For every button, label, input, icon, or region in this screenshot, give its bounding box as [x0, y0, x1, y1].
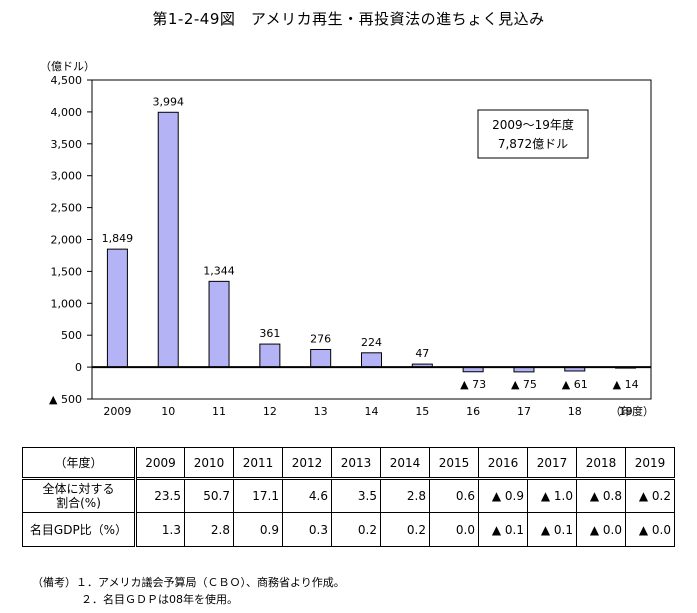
x-tick-label: 14 — [365, 405, 379, 418]
y-tick-label: ▲ 500 — [49, 393, 82, 406]
bar — [208, 280, 230, 368]
table-cell: 0.2 — [331, 512, 381, 547]
table-cell: ▲ 0.8 — [576, 477, 626, 513]
table-year: 2010 — [184, 447, 234, 479]
row-label-gdp: 名目GDP比（%） — [22, 512, 137, 547]
table-cell: 2.8 — [184, 512, 234, 547]
value-label: 1,344 — [203, 264, 235, 277]
note-line-2: ２．名目ＧＤＰは08年を使用。 — [81, 593, 238, 606]
table-cell: 17.1 — [233, 477, 283, 513]
annotation-line-1: 2009～19年度 — [492, 117, 574, 132]
y-tick-label: 4,500 — [51, 74, 83, 87]
table-cell: 0.3 — [282, 512, 332, 547]
table-header-row: （年度） 2009 2010 2011 2012 2013 2014 2015 … — [22, 447, 675, 479]
value-label: 1,849 — [102, 232, 134, 245]
y-tick-label: 3,500 — [51, 138, 83, 151]
table-cell: 1.3 — [135, 512, 185, 547]
x-axis-label: （年度） — [610, 404, 654, 418]
table-cell: 50.7 — [184, 477, 234, 513]
total-annotation-box: 2009～19年度 7,872億ドル — [477, 109, 589, 159]
table-cell: ▲ 0.0 — [625, 512, 675, 547]
y-axis-ticks: 4,500 4,000 3,500 3,000 2,500 2,000 1,500 1,000… — [49, 74, 92, 406]
value-label: ▲ 75 — [511, 378, 537, 391]
table-year: 2009 — [135, 447, 185, 479]
table-cell: 0.9 — [233, 512, 283, 547]
table-cell: 2.8 — [380, 477, 430, 513]
value-label: 361 — [259, 327, 280, 340]
table-cell: ▲ 0.9 — [478, 477, 528, 513]
x-tick-label: 15 — [415, 405, 429, 418]
table-header-label: （年度） — [22, 447, 137, 479]
table-cell: 0.6 — [429, 477, 479, 513]
value-label: ▲ 14 — [613, 378, 639, 391]
table-year: 2012 — [282, 447, 332, 479]
bar — [361, 352, 382, 368]
bar — [106, 248, 128, 368]
x-tick-label: 16 — [466, 405, 480, 418]
annotation-line-2: 7,872億ドル — [498, 137, 568, 151]
value-label: ▲ 73 — [460, 378, 486, 391]
x-axis-tick-labels: 2009 10 11 12 13 14 15 16 17 18 19 — [103, 405, 632, 418]
x-tick-label: 10 — [161, 405, 175, 418]
x-tick-label: 17 — [517, 405, 531, 418]
x-tick-label: 11 — [212, 405, 226, 418]
x-tick-label: 19 — [619, 405, 633, 418]
table-cell: 3.5 — [331, 477, 381, 513]
y-axis-label: （億ドル） — [40, 60, 95, 73]
value-labels: 1,849 3,994 1,344 361 276 224 47 ▲ 73 ▲ 75 ▲ 61 ▲ … — [102, 95, 639, 391]
y-tick-label: 4,000 — [51, 106, 83, 119]
row-label-line: 割合(%) — [56, 496, 101, 510]
table-cell: ▲ 1.0 — [527, 477, 577, 513]
y-tick-label: 2,000 — [51, 234, 83, 247]
y-tick-label: 0 — [75, 361, 82, 374]
table-year: 2015 — [429, 447, 479, 479]
x-tick-label: 13 — [314, 405, 328, 418]
table-cell: ▲ 0.1 — [478, 512, 528, 547]
table-year: 2014 — [380, 447, 430, 479]
row-label-line: 全体に対する — [42, 482, 115, 496]
notes: （備考）１．アメリカ議会予算局（ＣＢＯ）、商務省より作成。 ２．名目ＧＤＰは08… — [32, 574, 345, 608]
y-tick-label: 2,500 — [51, 202, 83, 215]
value-label: 3,994 — [152, 95, 184, 108]
note-line-1: （備考）１．アメリカ議会予算局（ＣＢＯ）、商務省より作成。 — [32, 576, 345, 589]
table-row-gdp: 名目GDP比（%） 1.3 2.8 0.9 0.3 0.2 0.2 0.0 ▲ … — [22, 512, 675, 547]
table-year: 2017 — [527, 447, 577, 479]
y-tick-label: 3,000 — [51, 170, 83, 183]
y-tick-label: 500 — [61, 329, 82, 342]
value-label: 47 — [415, 347, 429, 360]
row-label-share: 全体に対する 割合(%) — [22, 477, 137, 513]
table-row-share: 全体に対する 割合(%) 23.5 50.7 17.1 4.6 3.5 2.8 … — [22, 477, 675, 513]
table-cell: ▲ 0.1 — [527, 512, 577, 547]
table-cell: 4.6 — [282, 477, 332, 513]
bar — [157, 111, 179, 368]
x-tick-label: 18 — [568, 405, 582, 418]
bar-chart: （億ドル） 4,500 4,000 3,500 3,000 2,500 2,000 1,50… — [40, 60, 654, 418]
table-year: 2013 — [331, 447, 381, 479]
table-cell: 0.2 — [380, 512, 430, 547]
value-label: 224 — [361, 336, 382, 349]
y-tick-label: 1,500 — [51, 265, 83, 278]
table-cell: ▲ 0.2 — [625, 477, 675, 513]
bar — [310, 348, 332, 368]
table-year: 2019 — [625, 447, 675, 479]
value-label: 276 — [310, 332, 331, 345]
bar — [259, 343, 281, 368]
table-year: 2016 — [478, 447, 528, 479]
table-cell: ▲ 0.0 — [576, 512, 626, 547]
table-cell: 23.5 — [135, 477, 185, 513]
data-table: （年度） 2009 2010 2011 2012 2013 2014 2015 … — [22, 447, 675, 547]
table-year: 2011 — [233, 447, 283, 479]
table-cell: 0.0 — [429, 512, 479, 547]
table-year: 2018 — [576, 447, 626, 479]
chart-title: 第1-2-49図 アメリカ再生・再投資法の進ちょく見込み — [152, 10, 545, 28]
x-tick-label: 2009 — [103, 405, 131, 418]
value-label: ▲ 61 — [562, 378, 588, 391]
y-tick-label: 1,000 — [51, 297, 83, 310]
x-tick-label: 12 — [263, 405, 277, 418]
